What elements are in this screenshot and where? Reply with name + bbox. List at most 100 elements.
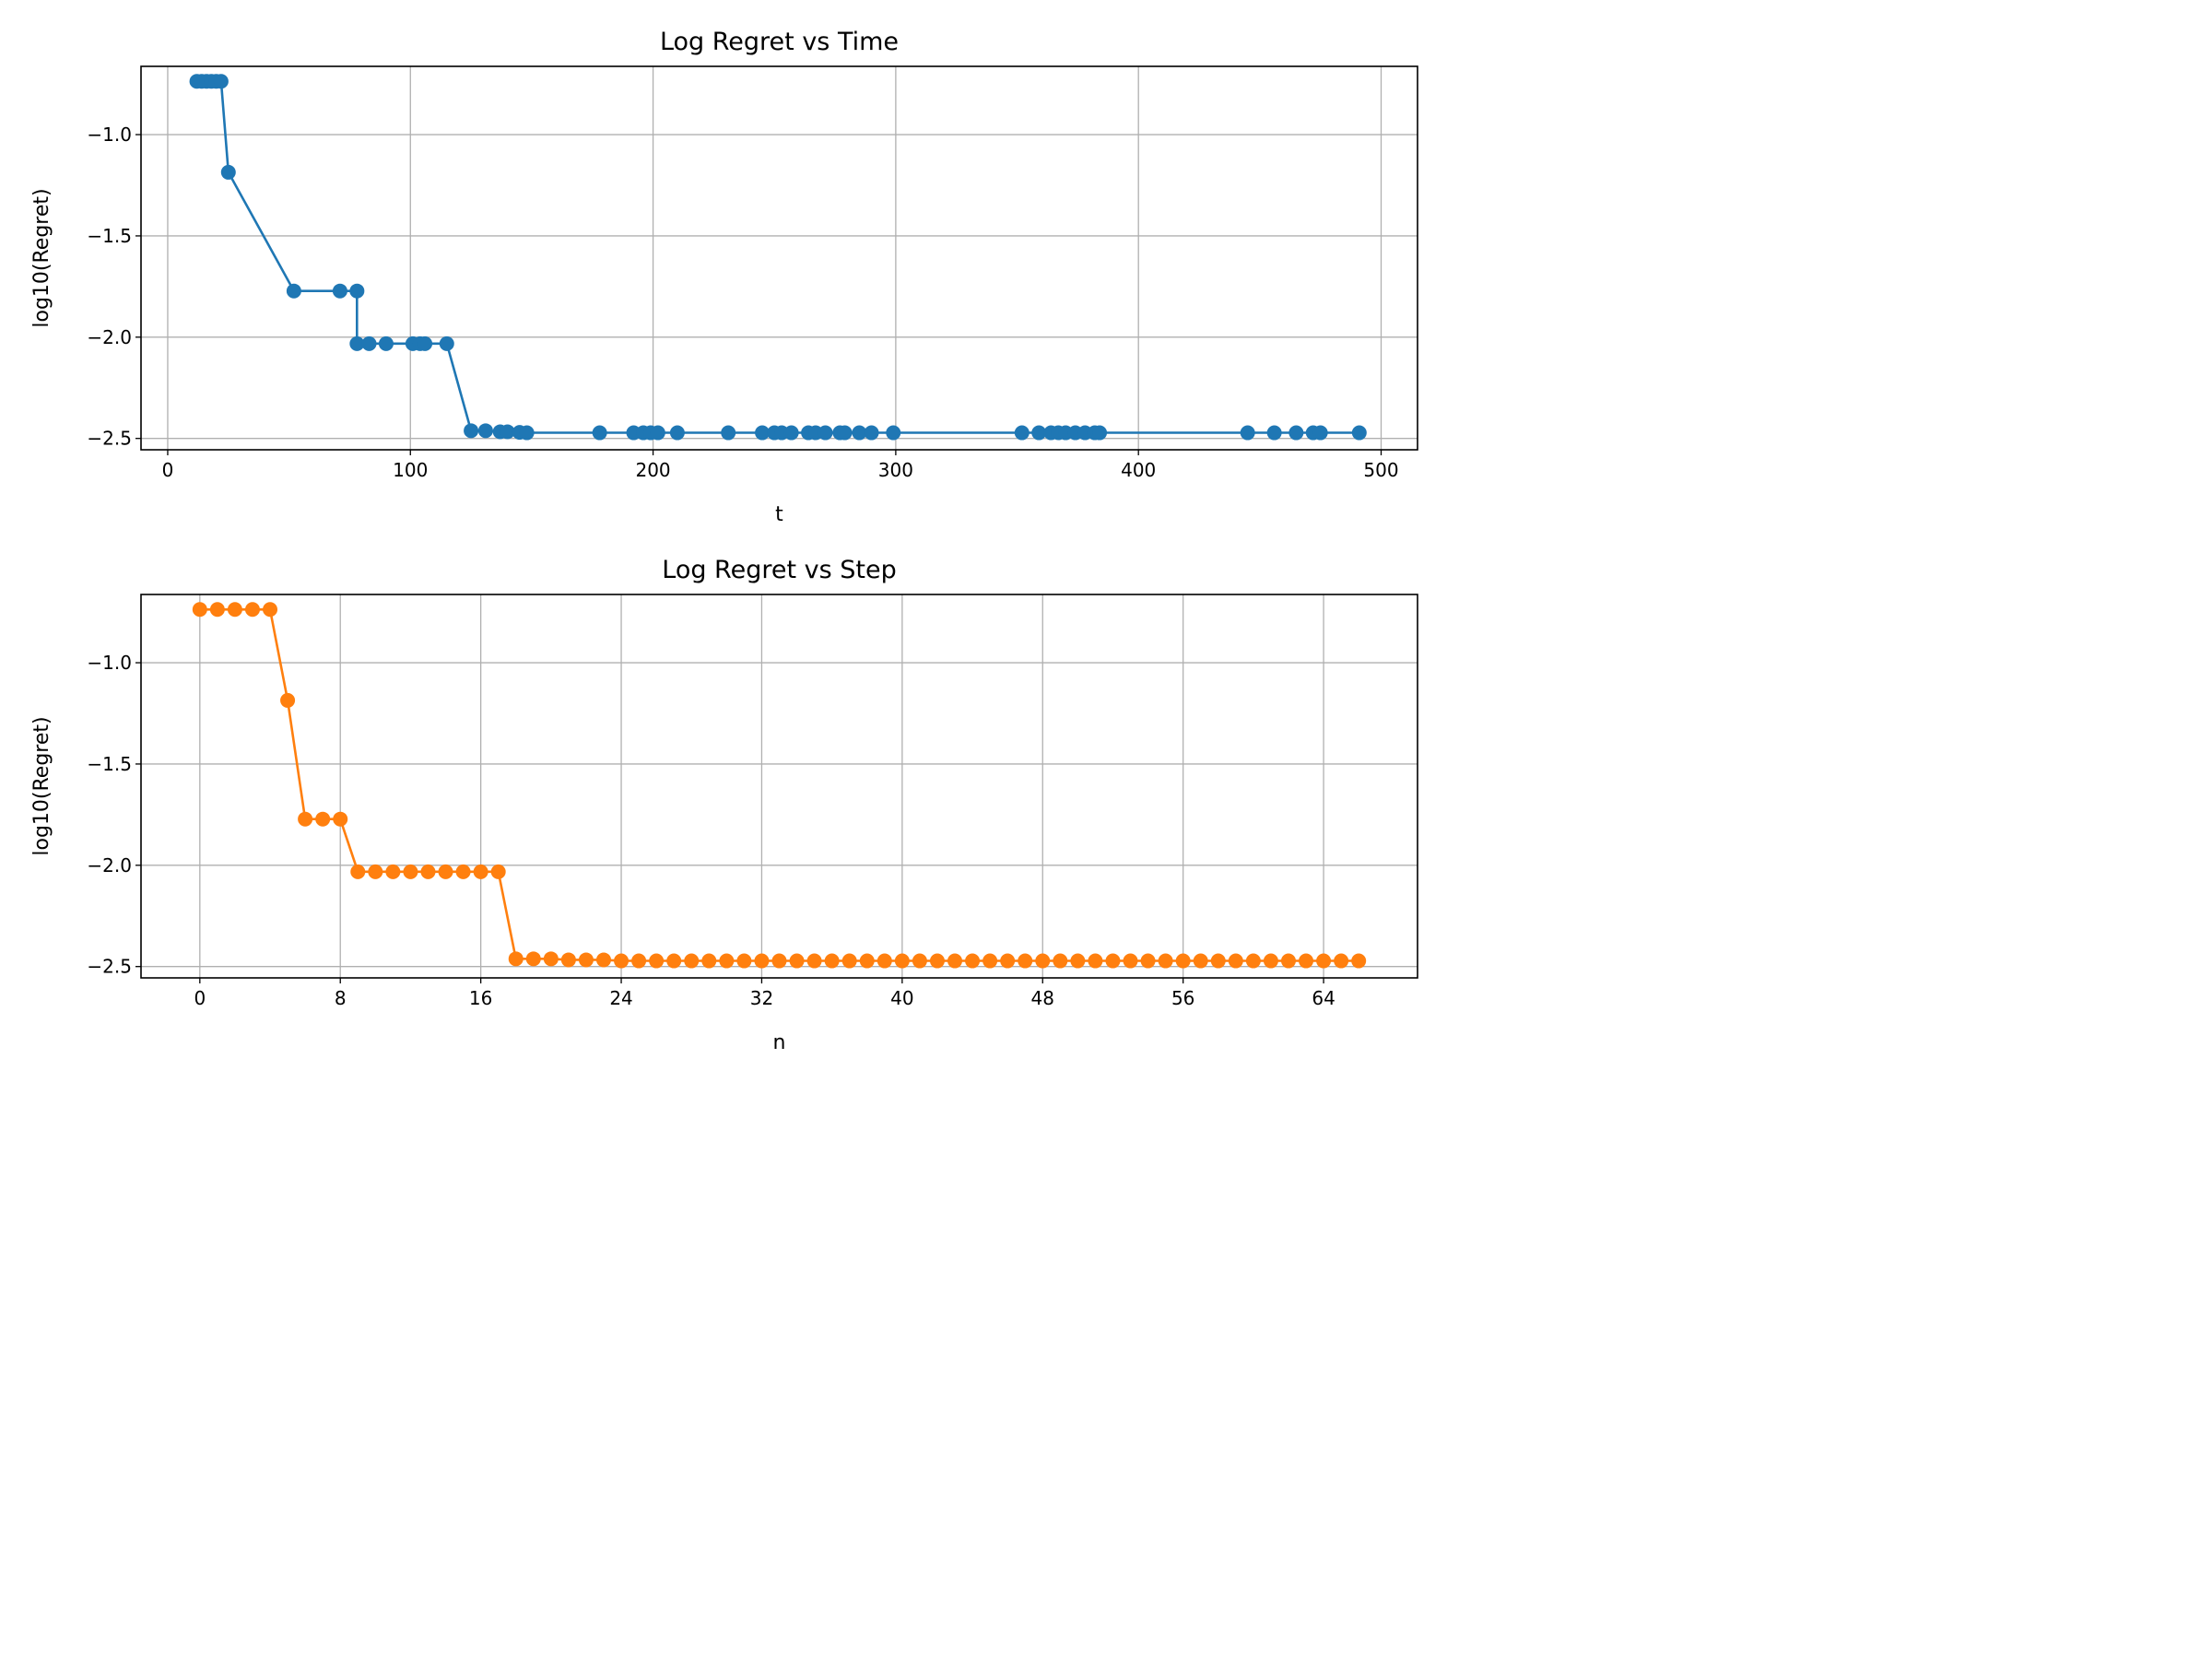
data-point bbox=[1035, 953, 1051, 969]
data-point bbox=[1334, 953, 1349, 969]
data-point bbox=[894, 953, 910, 969]
data-point bbox=[1088, 953, 1103, 969]
data-point bbox=[227, 602, 242, 618]
y-axis-label: log10(Regret) bbox=[30, 716, 53, 855]
data-point bbox=[824, 953, 840, 969]
data-point bbox=[455, 864, 471, 879]
x-tick-label: 8 bbox=[335, 987, 347, 1009]
data-point bbox=[783, 425, 799, 441]
data-point bbox=[1000, 953, 1016, 969]
data-point bbox=[755, 425, 771, 441]
y-tick-label: −2.5 bbox=[87, 956, 132, 978]
data-point bbox=[403, 864, 418, 879]
series-markers bbox=[192, 602, 1367, 969]
y-tick-label: −1.0 bbox=[87, 652, 132, 674]
data-point bbox=[721, 425, 736, 441]
data-point bbox=[1228, 953, 1243, 969]
data-point bbox=[859, 953, 875, 969]
data-point bbox=[378, 335, 394, 351]
x-tick-label: 24 bbox=[609, 987, 632, 1009]
y-ticks: −1.0 −1.5 −2.0 −2.5 bbox=[87, 124, 141, 450]
data-point bbox=[614, 953, 629, 969]
data-point bbox=[1053, 953, 1068, 969]
data-point bbox=[736, 953, 752, 969]
axes-frame bbox=[140, 594, 1418, 979]
x-tick-label: 100 bbox=[393, 459, 428, 481]
x-tick-label: 0 bbox=[162, 459, 174, 481]
data-point bbox=[631, 953, 647, 969]
data-point bbox=[592, 425, 607, 441]
data-point bbox=[666, 953, 682, 969]
data-point bbox=[806, 953, 822, 969]
x-tick-label: 64 bbox=[1312, 987, 1335, 1009]
x-tick-label: 300 bbox=[878, 459, 913, 481]
data-point bbox=[789, 953, 805, 969]
data-point bbox=[1299, 953, 1314, 969]
data-point bbox=[701, 953, 717, 969]
x-tick-label: 0 bbox=[194, 987, 206, 1009]
data-point bbox=[1070, 953, 1086, 969]
data-point bbox=[508, 951, 524, 967]
data-point bbox=[263, 602, 278, 618]
data-point bbox=[837, 425, 853, 441]
data-point bbox=[886, 425, 901, 441]
data-point bbox=[286, 283, 301, 299]
data-point bbox=[1018, 953, 1033, 969]
x-ticks: 0 8 16 24 32 40 48 56 64 bbox=[194, 978, 1335, 1009]
data-point bbox=[1014, 425, 1030, 441]
data-point bbox=[418, 335, 433, 351]
data-point bbox=[982, 953, 998, 969]
data-point bbox=[332, 283, 347, 299]
data-point bbox=[649, 953, 665, 969]
y-axis-label: log10(Regret) bbox=[30, 188, 53, 327]
x-tick-label: 40 bbox=[890, 987, 913, 1009]
data-point bbox=[719, 953, 735, 969]
x-tick-label: 16 bbox=[469, 987, 492, 1009]
data-point bbox=[315, 811, 331, 827]
x-tick-label: 56 bbox=[1171, 987, 1194, 1009]
subplot-log-regret-vs-time: 0 100 200 300 400 500 −1.0 −1.5 −2.0 −2.5 Log Re… bbox=[30, 28, 1418, 526]
data-point bbox=[912, 953, 927, 969]
data-point bbox=[771, 953, 787, 969]
data-point bbox=[500, 424, 515, 440]
data-point bbox=[1280, 953, 1296, 969]
data-point bbox=[1316, 953, 1332, 969]
data-point bbox=[490, 864, 506, 879]
data-point bbox=[244, 602, 260, 618]
data-point bbox=[1031, 425, 1047, 441]
data-point bbox=[1210, 953, 1226, 969]
data-point bbox=[669, 425, 685, 441]
data-point bbox=[578, 952, 594, 968]
data-point bbox=[385, 864, 401, 879]
data-point bbox=[1351, 953, 1367, 969]
data-point bbox=[438, 864, 453, 879]
y-tick-label: −2.0 bbox=[87, 326, 132, 348]
data-point bbox=[595, 952, 611, 968]
data-point bbox=[1175, 953, 1191, 969]
data-point bbox=[298, 811, 313, 827]
data-point bbox=[1312, 425, 1328, 441]
x-tick-label: 400 bbox=[1121, 459, 1156, 481]
data-point bbox=[1123, 953, 1138, 969]
data-point bbox=[477, 423, 493, 439]
y-tick-label: −1.5 bbox=[87, 225, 132, 247]
subplot-log-regret-vs-step: 0 8 16 24 32 40 48 56 64 −1.0 −1.5 −2.0 −2.5 Log Re… bbox=[30, 556, 1418, 1054]
data-point bbox=[560, 952, 576, 968]
data-point bbox=[684, 953, 700, 969]
figure: 0 100 200 300 400 500 −1.0−1.5−2.0−2.5 Log Re… bbox=[0, 0, 1444, 1083]
data-point bbox=[947, 953, 963, 969]
data-point bbox=[1266, 425, 1282, 441]
data-point bbox=[1245, 953, 1261, 969]
data-point bbox=[280, 692, 296, 708]
data-point bbox=[368, 864, 383, 879]
data-point bbox=[220, 164, 236, 180]
y-tick-label: −1.5 bbox=[87, 753, 132, 775]
data-point bbox=[965, 953, 981, 969]
data-point bbox=[1158, 953, 1173, 969]
data-point bbox=[1351, 425, 1367, 441]
data-point bbox=[349, 335, 365, 351]
x-tick-label: 48 bbox=[1031, 987, 1054, 1009]
data-point bbox=[350, 864, 366, 879]
data-point bbox=[1288, 425, 1304, 441]
data-point bbox=[818, 425, 833, 441]
